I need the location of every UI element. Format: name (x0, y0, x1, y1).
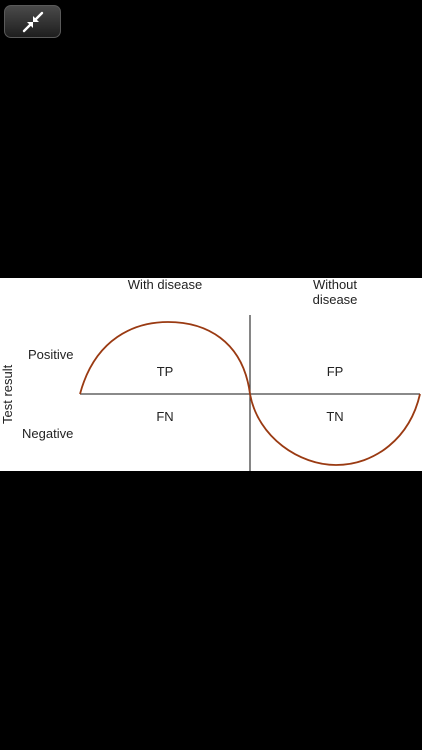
diagnostic-test-diagram: With disease Without disease Positive Ne… (0, 278, 422, 471)
row-axis-label: Test result (0, 364, 15, 424)
cell-true-negative: TN (326, 409, 343, 424)
positive-curve (79, 321, 251, 395)
cell-false-negative: FN (156, 409, 173, 424)
column-header-with-disease: With disease (128, 278, 202, 292)
row-label-negative: Negative (22, 426, 73, 441)
diagram-canvas: With disease Without disease Positive Ne… (0, 278, 421, 471)
row-label-positive: Positive (28, 347, 74, 362)
cell-true-positive: TP (157, 364, 174, 379)
negative-curve (249, 393, 421, 466)
column-header-without-disease-line1: Without (313, 278, 357, 292)
column-header-without-disease-line2: disease (313, 292, 358, 307)
exit-fullscreen-button[interactable] (4, 5, 61, 38)
collapse-arrows-icon (22, 11, 43, 32)
cell-false-positive: FP (327, 364, 344, 379)
